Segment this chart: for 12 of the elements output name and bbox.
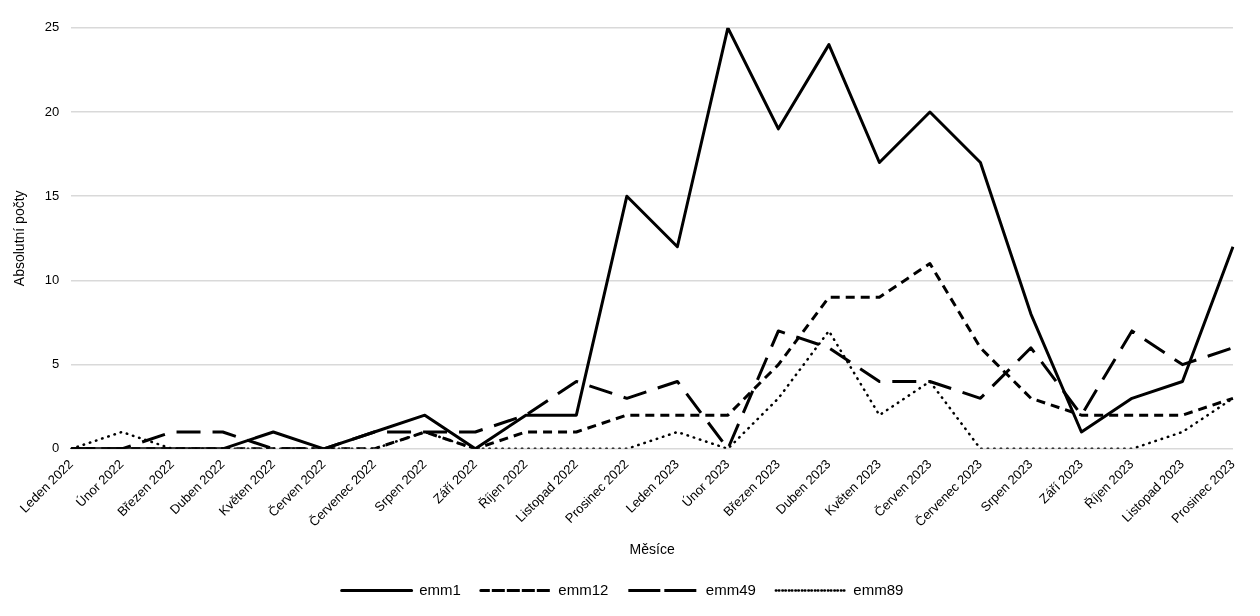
legend-label: emm1	[419, 580, 461, 598]
y-tick-label: 5	[52, 356, 60, 372]
y-tick-label: 15	[44, 187, 60, 203]
y-tick-label: 10	[44, 271, 60, 287]
y-axis-title: Absolutní počty	[11, 190, 28, 287]
y-tick-label: 0	[52, 440, 60, 456]
legend-label: emm89	[853, 580, 904, 598]
y-tick-label: 25	[44, 19, 60, 35]
x-axis-title: Měsíce	[629, 541, 675, 558]
y-tick-label: 20	[44, 103, 60, 119]
legend-label: emm12	[558, 580, 609, 598]
legend-label: emm49	[705, 580, 756, 598]
